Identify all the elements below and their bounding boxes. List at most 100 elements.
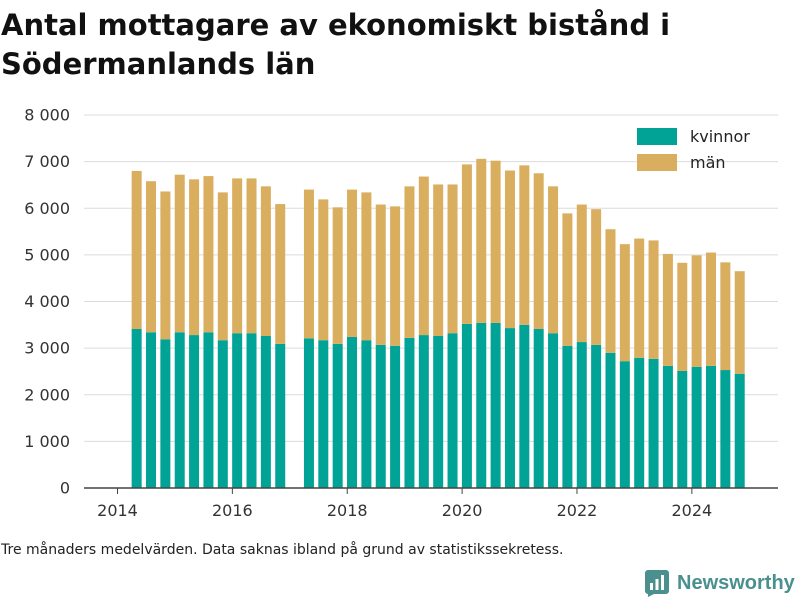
- bar-kvinnor: [734, 373, 745, 488]
- y-tick-label: 0: [60, 479, 70, 498]
- bar-man: [648, 240, 659, 359]
- bar-kvinnor: [648, 358, 659, 488]
- y-tick-label: 1 000: [24, 432, 70, 451]
- legend-label-man: män: [690, 153, 726, 172]
- legend-swatch-man: [637, 154, 677, 171]
- bar-man: [275, 204, 286, 344]
- bar-man: [519, 165, 530, 325]
- bar-kvinnor: [591, 344, 602, 488]
- newsworthy-logo: Newsworthy: [645, 569, 795, 597]
- bar-kvinnor: [361, 340, 372, 488]
- x-tick-label: 2022: [557, 501, 598, 520]
- bar-kvinnor: [519, 324, 530, 488]
- x-tick-label: 2016: [212, 501, 253, 520]
- y-tick-label: 6 000: [24, 199, 70, 218]
- bar-kvinnor: [303, 338, 314, 488]
- y-tick-label: 3 000: [24, 339, 70, 358]
- bar-kvinnor: [662, 365, 673, 488]
- y-tick-label: 8 000: [24, 106, 70, 125]
- x-tick-label: 2014: [97, 501, 138, 520]
- legend-label-kvinnor: kvinnor: [690, 127, 750, 146]
- y-axis-tick-labels: 0 1 000 2 000 3 000 4 000 5 000 6 000 7 000 8 00…: [24, 106, 70, 498]
- bar-man: [691, 255, 702, 367]
- bar-kvinnor: [562, 345, 573, 488]
- bar-kvinnor: [418, 335, 429, 488]
- bar-kvinnor: [548, 333, 559, 488]
- bar-man: [174, 174, 185, 333]
- bar-kvinnor: [691, 366, 702, 488]
- logo-text: Newsworthy: [677, 572, 795, 594]
- bar-man: [433, 184, 444, 337]
- bar-man: [591, 209, 602, 345]
- bar-kvinnor: [246, 333, 257, 488]
- bar-man: [619, 244, 630, 362]
- legend: kvinnor män: [637, 128, 750, 180]
- bar-man: [605, 229, 616, 353]
- bar-man: [347, 189, 358, 337]
- y-tick-label: 5 000: [24, 245, 70, 264]
- footnote: Tre månaders medelvärden. Data saknas ib…: [1, 542, 564, 558]
- bar-man: [548, 186, 559, 334]
- bar-man: [303, 189, 314, 339]
- bar-man: [490, 160, 501, 323]
- bar-man: [418, 176, 429, 336]
- bar-kvinnor: [160, 339, 171, 488]
- bar-kvinnor: [404, 337, 415, 488]
- bar-man: [260, 186, 271, 337]
- bar-kvinnor: [203, 332, 214, 488]
- bar-kvinnor: [332, 343, 343, 488]
- bar-man: [720, 262, 731, 371]
- bar-kvinnor: [619, 361, 630, 488]
- gridlines: [84, 114, 778, 442]
- bar-man: [705, 252, 716, 366]
- legend-item-kvinnor: kvinnor: [637, 128, 750, 145]
- bar-man: [447, 184, 458, 334]
- bar-kvinnor: [447, 333, 458, 488]
- bar-kvinnor: [375, 344, 386, 488]
- bar-man: [217, 192, 228, 341]
- bar-kvinnor: [146, 332, 157, 488]
- newsworthy-logo-icon: [645, 569, 669, 597]
- bar-kvinnor: [461, 323, 472, 488]
- bar-man: [562, 213, 573, 346]
- bar-man: [146, 181, 157, 333]
- y-tick-label: 4 000: [24, 292, 70, 311]
- bar-kvinnor: [504, 328, 515, 488]
- bar-kvinnor: [605, 352, 616, 488]
- bar-man: [318, 199, 329, 341]
- bar-man: [390, 206, 401, 346]
- x-tick-label: 2018: [327, 501, 368, 520]
- bar-kvinnor: [576, 342, 587, 488]
- x-tick-label: 2024: [671, 501, 712, 520]
- bar-man: [131, 170, 142, 330]
- bar-kvinnor: [634, 357, 645, 488]
- bar-man: [361, 192, 372, 341]
- bar-kvinnor: [174, 332, 185, 488]
- bar-kvinnor: [232, 333, 243, 488]
- bar-man: [203, 176, 214, 333]
- bar-kvinnor: [260, 336, 271, 488]
- bar-man: [677, 262, 688, 371]
- bar-man: [189, 179, 200, 336]
- legend-swatch-kvinnor: [637, 128, 677, 145]
- bar-kvinnor: [217, 340, 228, 488]
- bar-man: [662, 253, 673, 366]
- bar-kvinnor: [347, 336, 358, 488]
- bar-man: [476, 158, 487, 323]
- chart-title: Antal mottagare av ekonomiskt bistånd i …: [1, 8, 671, 81]
- bar-kvinnor: [677, 370, 688, 488]
- bars: [131, 158, 745, 488]
- bar-kvinnor: [390, 345, 401, 488]
- stacked-bar-chart: 0 1 000 2 000 3 000 4 000 5 000 6 000 7 000 8 00…: [24, 106, 778, 520]
- bar-kvinnor: [131, 329, 142, 488]
- bar-man: [404, 186, 415, 338]
- bar-man: [576, 204, 587, 343]
- bar-kvinnor: [275, 343, 286, 488]
- bar-man: [232, 178, 243, 334]
- bar-man: [160, 191, 171, 340]
- x-axis: 2014 2016 2018 2020 2022 2024: [84, 487, 778, 520]
- bar-man: [375, 204, 386, 345]
- bar-man: [533, 173, 544, 330]
- bar-kvinnor: [433, 336, 444, 488]
